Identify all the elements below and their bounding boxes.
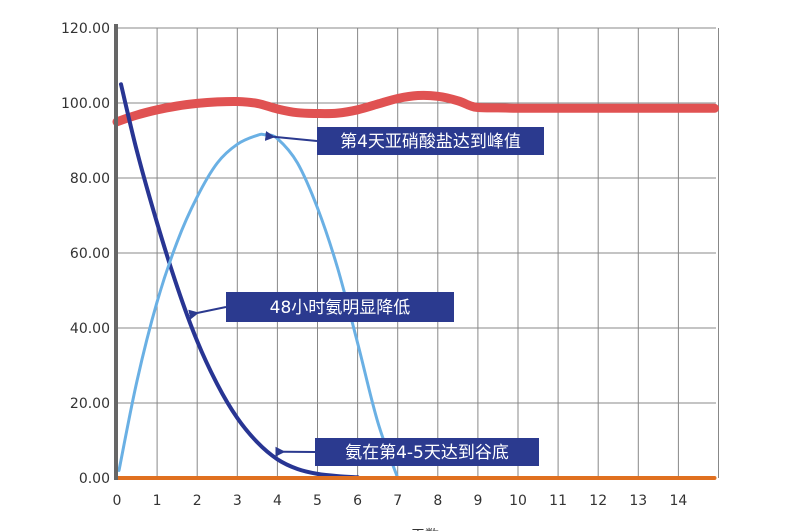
x-tick-labels: 0 1 2 3 4 5 6 7 8 9 10 11 12 13 14 <box>113 493 688 509</box>
x-tick-label: 1 <box>153 493 162 509</box>
x-tick-label: 9 <box>473 493 482 509</box>
y-tick-label: 80.00 <box>70 171 110 187</box>
x-tick-label: 7 <box>393 493 402 509</box>
annotation-box <box>317 127 544 155</box>
y-tick-label: 40.00 <box>70 321 110 337</box>
annotation-text: 第4天亚硝酸盐达到峰值 <box>340 132 521 152</box>
x-tick-label: 4 <box>273 493 282 509</box>
grid <box>117 27 719 478</box>
x-axis-label: 天数 <box>411 528 439 531</box>
x-tick-label: 11 <box>549 493 567 509</box>
y-tick-label: 0.00 <box>79 471 110 487</box>
annotation-1: 第4天亚硝酸盐达到峰值 <box>264 127 544 155</box>
y-tick-label: 100.00 <box>61 96 110 112</box>
annotation-arrow <box>188 306 227 320</box>
series-line-1 <box>112 90 719 127</box>
x-tick-label: 14 <box>669 493 687 509</box>
annotation-text: 48小时氨明显降低 <box>270 298 411 318</box>
y-tick-label: 20.00 <box>70 396 110 412</box>
annotation-3: 氨在第4-5天达到谷底 <box>275 438 539 466</box>
x-tick-label: 12 <box>589 493 607 509</box>
y-tick-label: 60.00 <box>70 246 110 262</box>
series-line-2 <box>119 82 360 480</box>
annotation-box <box>315 438 539 466</box>
annotation-text: 氨在第4-5天达到谷底 <box>345 443 509 463</box>
x-tick-label: 2 <box>193 493 202 509</box>
annotation-box <box>226 292 454 322</box>
x-tick-label: 0 <box>113 493 122 509</box>
y-tick-label: 120.00 <box>61 21 110 37</box>
x-tick-label: 5 <box>313 493 322 509</box>
annotation-arrow <box>264 130 318 142</box>
x-tick-label: 6 <box>353 493 362 509</box>
series-lines <box>112 82 719 481</box>
x-tick-label: 8 <box>433 493 442 509</box>
x-tick-label: 13 <box>629 493 647 509</box>
x-tick-label: 10 <box>509 493 527 509</box>
annotation-2: 48小时氨明显降低 <box>188 292 454 322</box>
x-tick-label: 3 <box>233 493 242 509</box>
y-tick-labels: 0.00 20.00 40.00 60.00 80.00 100.00 120.00 <box>61 21 110 487</box>
